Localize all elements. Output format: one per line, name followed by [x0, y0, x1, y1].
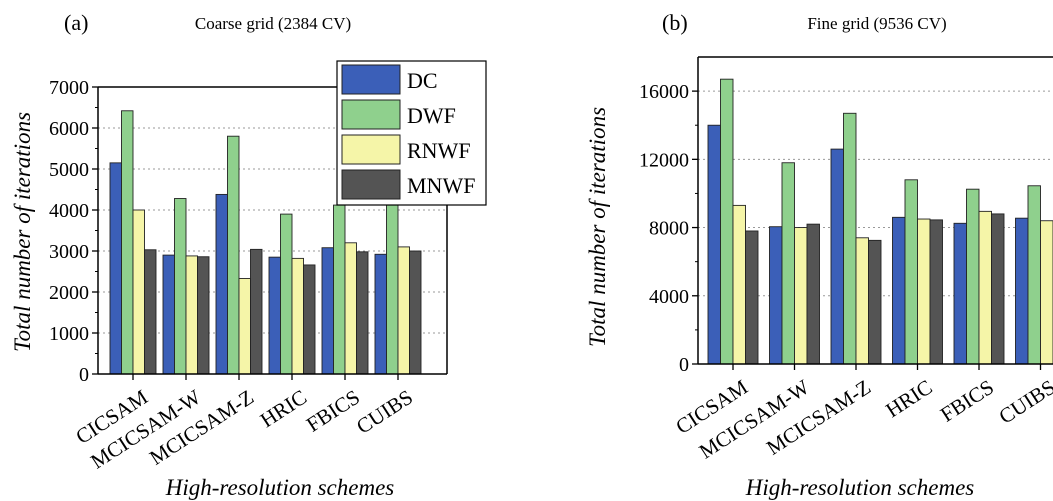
- panel-a-y-tick-label: 4000: [49, 200, 89, 222]
- legend: DC DWF RNWF MNWF: [336, 60, 487, 206]
- panel-a-bar-rnwf-cuibs: [397, 246, 410, 375]
- panel-a-x-tick-label: HRIC: [256, 385, 311, 432]
- panel-a-bar-dwf-cuibs: [386, 204, 399, 375]
- panel-a-bar-dc-mcicsam-z: [215, 193, 228, 375]
- panel-b-bar-dc-cicsam: [707, 124, 721, 365]
- panel-b-label: (b): [662, 10, 688, 35]
- panel-b-bar-dwf-cicsam: [720, 78, 734, 365]
- legend-label-rnwf: RNWF: [407, 138, 471, 163]
- panel-b-y-axis-label: Total number of iterations: [585, 107, 610, 347]
- panel-b-bar-dwf-hric: [904, 179, 918, 365]
- panel-b-bar-dc-mcicsam-z: [830, 148, 844, 365]
- panel-a-bar-dwf-mcicsam-z: [227, 135, 240, 375]
- panel-b-y-tick-label: 16000: [639, 81, 689, 103]
- panel-b-bar-mnwf-cicsam: [745, 230, 759, 365]
- panel-a-bar-dc-cuibs: [374, 253, 387, 375]
- panel-b-bar-dc-fbics: [953, 222, 967, 365]
- legend-swatch-rnwf: [341, 134, 401, 165]
- panel-a-y-tick-label: 1000: [49, 323, 89, 345]
- panel-a-bar-dc-cicsam: [109, 162, 122, 375]
- panel-b-bar-rnwf-fbics: [978, 210, 992, 365]
- panel-b-y-tick-label: 4000: [649, 286, 689, 308]
- panel-a-y-axis-label: Total number of iterations: [10, 112, 35, 352]
- panel-b-x-tick-label: HRIC: [881, 375, 936, 422]
- panel-a-bar-rnwf-mcicsam-w: [185, 255, 198, 375]
- panel-b-bar-mnwf-mcicsam-z: [868, 239, 882, 365]
- legend-label-dc: DC: [407, 68, 438, 93]
- panel-a-title: Coarse grid (2384 CV): [195, 14, 351, 33]
- legend-label-mnwf: MNWF: [407, 173, 475, 198]
- panel-b-y-tick-label: 12000: [639, 149, 689, 171]
- panel-b-bar-mnwf-mcicsam-w: [806, 223, 820, 365]
- panel-a-bar-rnwf-mcicsam-z: [238, 278, 251, 375]
- panel-a-bar-dc-fbics: [321, 247, 334, 375]
- panel-a-bar-rnwf-fbics: [344, 242, 357, 375]
- panel-a-bar-mnwf-mcicsam-w: [197, 256, 210, 375]
- panel-a-bar-mnwf-cicsam: [144, 249, 157, 375]
- panel-b-bar-dwf-cuibs: [1027, 185, 1041, 365]
- panel-a-y-tick-label: 5000: [49, 159, 89, 181]
- panel-b-y-tick-label: 0: [679, 354, 689, 376]
- legend-swatch-dwf: [341, 99, 401, 130]
- panel-a-x-axis-label: High-resolution schemes: [165, 475, 395, 500]
- panel-b-plot-area: 0400080001200016000CICSAMMCICSAM-WMCICSA…: [639, 56, 1053, 464]
- panel-a-bar-rnwf-cicsam: [132, 209, 145, 375]
- legend-swatch-mnwf: [341, 169, 401, 200]
- panel-b-x-axis-label: High-resolution schemes: [745, 475, 975, 500]
- panel-b-bar-rnwf-mcicsam-w: [794, 227, 808, 365]
- panel-b-y-tick-label: 8000: [649, 218, 689, 240]
- panel-a-y-tick-label: 7000: [49, 77, 89, 99]
- panel-a-bar-dc-hric: [268, 256, 281, 375]
- panel-a-x-tick-label: FBICS: [302, 385, 364, 437]
- legend-label-dwf: DWF: [407, 103, 456, 128]
- panel-a-bar-mnwf-fbics: [356, 251, 369, 375]
- panel-a-bar-mnwf-hric: [303, 264, 316, 375]
- panel-b-bar-dwf-mcicsam-w: [781, 162, 795, 365]
- panel-b-bar-dc-hric: [892, 216, 906, 365]
- panel-a-y-tick-label: 6000: [49, 118, 89, 140]
- panel-a-y-tick-label: 3000: [49, 241, 89, 263]
- panel-a-bar-dwf-cicsam: [121, 110, 134, 375]
- panel-b-bar-rnwf-cuibs: [1040, 220, 1053, 365]
- panel-b-bar-rnwf-hric: [917, 218, 931, 365]
- panel-b-bar-dwf-mcicsam-z: [843, 112, 857, 365]
- panel-b-bar-dwf-fbics: [966, 188, 980, 365]
- panel-a-y-tick-label: 2000: [49, 282, 89, 304]
- panel-b-x-tick-label: CUIBS: [995, 375, 1053, 429]
- panel-a-label: (a): [64, 10, 88, 35]
- panel-a-bar-dwf-fbics: [333, 204, 346, 375]
- panel-a-y-tick-label: 0: [79, 364, 89, 386]
- panel-a-bar-mnwf-cuibs: [409, 250, 422, 375]
- legend-swatch-dc: [341, 64, 401, 95]
- panel-b-bar-dc-cuibs: [1015, 217, 1029, 365]
- panel-b-bar-rnwf-mcicsam-z: [855, 237, 869, 365]
- panel-a-bar-dwf-hric: [280, 213, 293, 375]
- panel-b-title: Fine grid (9536 CV): [807, 14, 946, 33]
- panel-b-bar-dc-mcicsam-w: [769, 226, 783, 365]
- panel-b-bar-mnwf-hric: [929, 219, 943, 365]
- panel-a-x-tick-label: CUIBS: [352, 385, 417, 439]
- panel-b-bar-rnwf-cicsam: [732, 204, 746, 365]
- panel-a-bar-dc-mcicsam-w: [162, 254, 175, 375]
- panel-a-bar-rnwf-hric: [291, 257, 304, 375]
- panel-b-x-tick-label: FBICS: [936, 375, 998, 427]
- panel-b-bar-mnwf-fbics: [991, 213, 1005, 365]
- panel-a-bar-mnwf-mcicsam-z: [250, 248, 263, 375]
- panel-b-fine-grid: (b) Fine grid (9536 CV) Total number of …: [585, 10, 1053, 500]
- panel-a-bar-dwf-mcicsam-w: [174, 198, 187, 375]
